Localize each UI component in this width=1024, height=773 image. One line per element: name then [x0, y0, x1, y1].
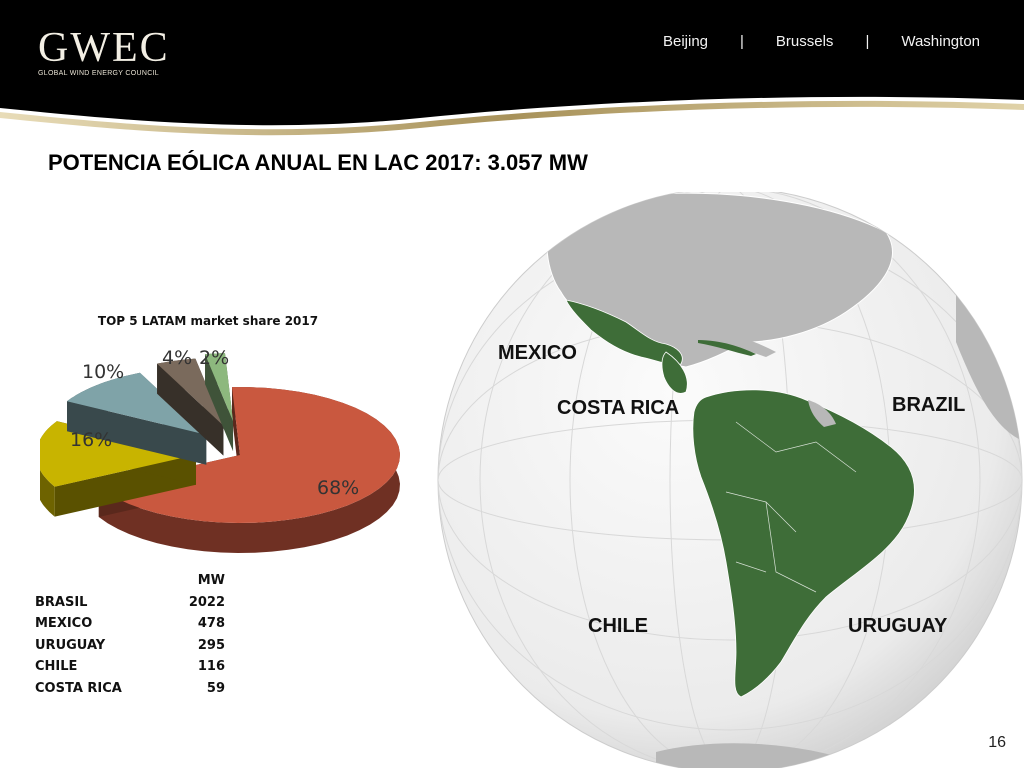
pie-label-mexico: 16% — [70, 429, 113, 451]
pie-label-uruguay: 10% — [82, 361, 125, 383]
pie-label-costa-rica: 2% — [199, 347, 230, 369]
label-uruguay: URUGUAY — [848, 615, 948, 637]
pie-slice-uruguay — [67, 372, 207, 465]
label-costa-rica: COSTA RICA — [557, 397, 680, 419]
table-cell-name: MEXICO — [35, 616, 93, 632]
table-cell-value: 116 — [197, 659, 225, 675]
table-cell-value: 295 — [197, 637, 225, 653]
table-row: URUGUAY 295 — [35, 635, 225, 657]
table-row: BRASIL 2022 — [35, 592, 225, 614]
city-beijing: Beijing — [662, 33, 708, 50]
table-cell-name: URUGUAY — [35, 637, 106, 653]
label-brazil: BRAZIL — [892, 394, 966, 416]
logo-subtitle: GLOBAL WIND ENERGY COUNCIL — [38, 70, 159, 77]
gwec-logo: GWEC GLOBAL WIND ENERGY COUNCIL — [38, 25, 170, 77]
page-number: 16 — [988, 734, 1006, 751]
table-cell-name: COSTA RICA — [35, 680, 122, 696]
logo-text: GWEC — [38, 25, 170, 71]
pie-chart: 68% 16% 10% 4% 2% — [36, 335, 420, 580]
table-cell-value: 59 — [206, 680, 225, 696]
label-chile: CHILE — [588, 615, 648, 637]
chart-title: TOP 5 LATAM market share 2017 — [97, 314, 319, 328]
pie-slice-costa-rica — [205, 353, 234, 452]
label-mexico: MEXICO — [498, 342, 577, 364]
pie-label-brasil: 68% — [317, 477, 360, 499]
pie-slice-mexico — [36, 421, 197, 517]
separator: | — [740, 33, 744, 50]
table-row: MEXICO 478 — [35, 613, 225, 635]
table-cell-name: BRASIL — [35, 594, 88, 610]
city-brussels: Brussels — [775, 33, 834, 50]
pie-label-chile: 4% — [162, 347, 193, 369]
pie-slice-chile — [157, 358, 224, 456]
header-banner: GWEC GLOBAL WIND ENERGY COUNCIL Beijing … — [0, 0, 1024, 140]
table-row: CHILE 116 — [35, 656, 225, 678]
table-cell-value: 2022 — [188, 594, 225, 610]
table-cell-value: 478 — [197, 616, 225, 632]
table-header-row: MW — [35, 570, 225, 592]
header-background — [0, 0, 1024, 136]
globe-map: MEXICO COSTA RICA BRAZIL CHILE URUGUAY — [436, 187, 1024, 773]
mw-table: MW BRASIL 2022 MEXICO 478 URUGUAY 295 CHILE… — [35, 570, 225, 699]
table-cell-name: CHILE — [35, 659, 78, 675]
table-row: COSTA RICA 59 — [35, 678, 225, 700]
separator: | — [865, 33, 870, 50]
city-washington: Washington — [901, 33, 980, 50]
table-header-mw: MW — [197, 573, 225, 589]
office-cities: Beijing | Brussels | Washington — [663, 33, 980, 50]
slide-title: POTENCIA EÓLICA ANUAL EN LAC 2017: 3.057… — [48, 150, 588, 175]
